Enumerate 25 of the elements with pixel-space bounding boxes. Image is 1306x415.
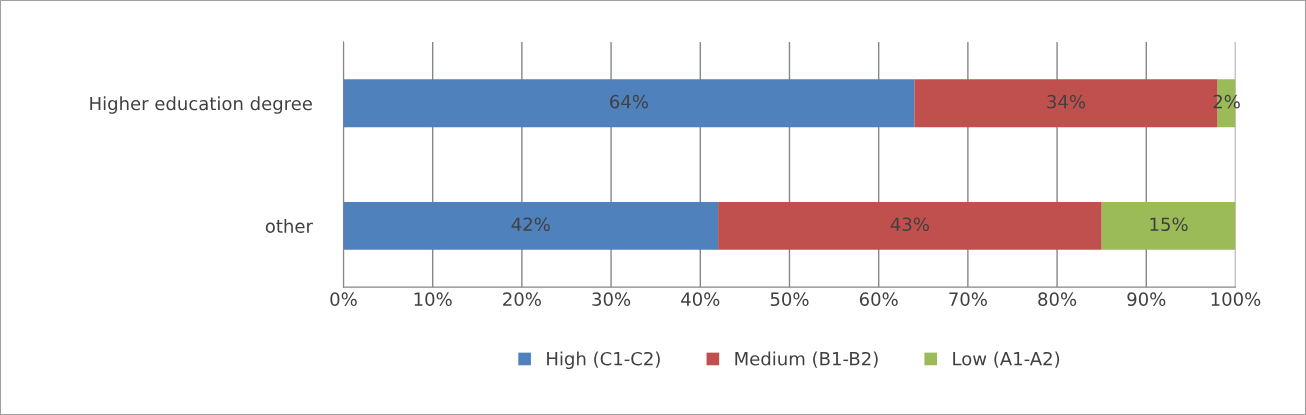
x-tick-label: 10%	[414, 292, 452, 307]
y-tick-label: Higher education degree	[90, 96, 312, 114]
data-label: 34%	[1047, 94, 1086, 109]
bar	[718, 201, 1102, 250]
x-tick-label: 0%	[330, 292, 357, 307]
bar	[1101, 201, 1236, 250]
bar	[343, 79, 915, 128]
x-tick-label: 20%	[503, 292, 541, 307]
bar	[343, 201, 719, 250]
x-tick-label: 100%	[1211, 292, 1261, 307]
legend-label: Low (A1-A2)	[953, 351, 1060, 368]
x-tick-label: 30%	[592, 292, 631, 307]
x-tick-label: 70%	[949, 292, 987, 307]
x-tick-label: 60%	[859, 292, 898, 307]
data-label: 64%	[610, 94, 648, 109]
data-label: 42%	[511, 217, 550, 232]
y-tick-label: other	[265, 219, 313, 233]
x-tick-label: 40%	[681, 292, 720, 307]
data-label: 43%	[890, 217, 929, 232]
legend-label: High (C1-C2)	[547, 351, 660, 370]
legend-label: Medium (B1-B2)	[735, 351, 878, 368]
data-label: 15%	[1150, 217, 1188, 232]
x-tick-label: 90%	[1127, 292, 1166, 307]
x-tick-label: 50%	[770, 292, 809, 307]
x-tick-label: 80%	[1038, 292, 1077, 307]
